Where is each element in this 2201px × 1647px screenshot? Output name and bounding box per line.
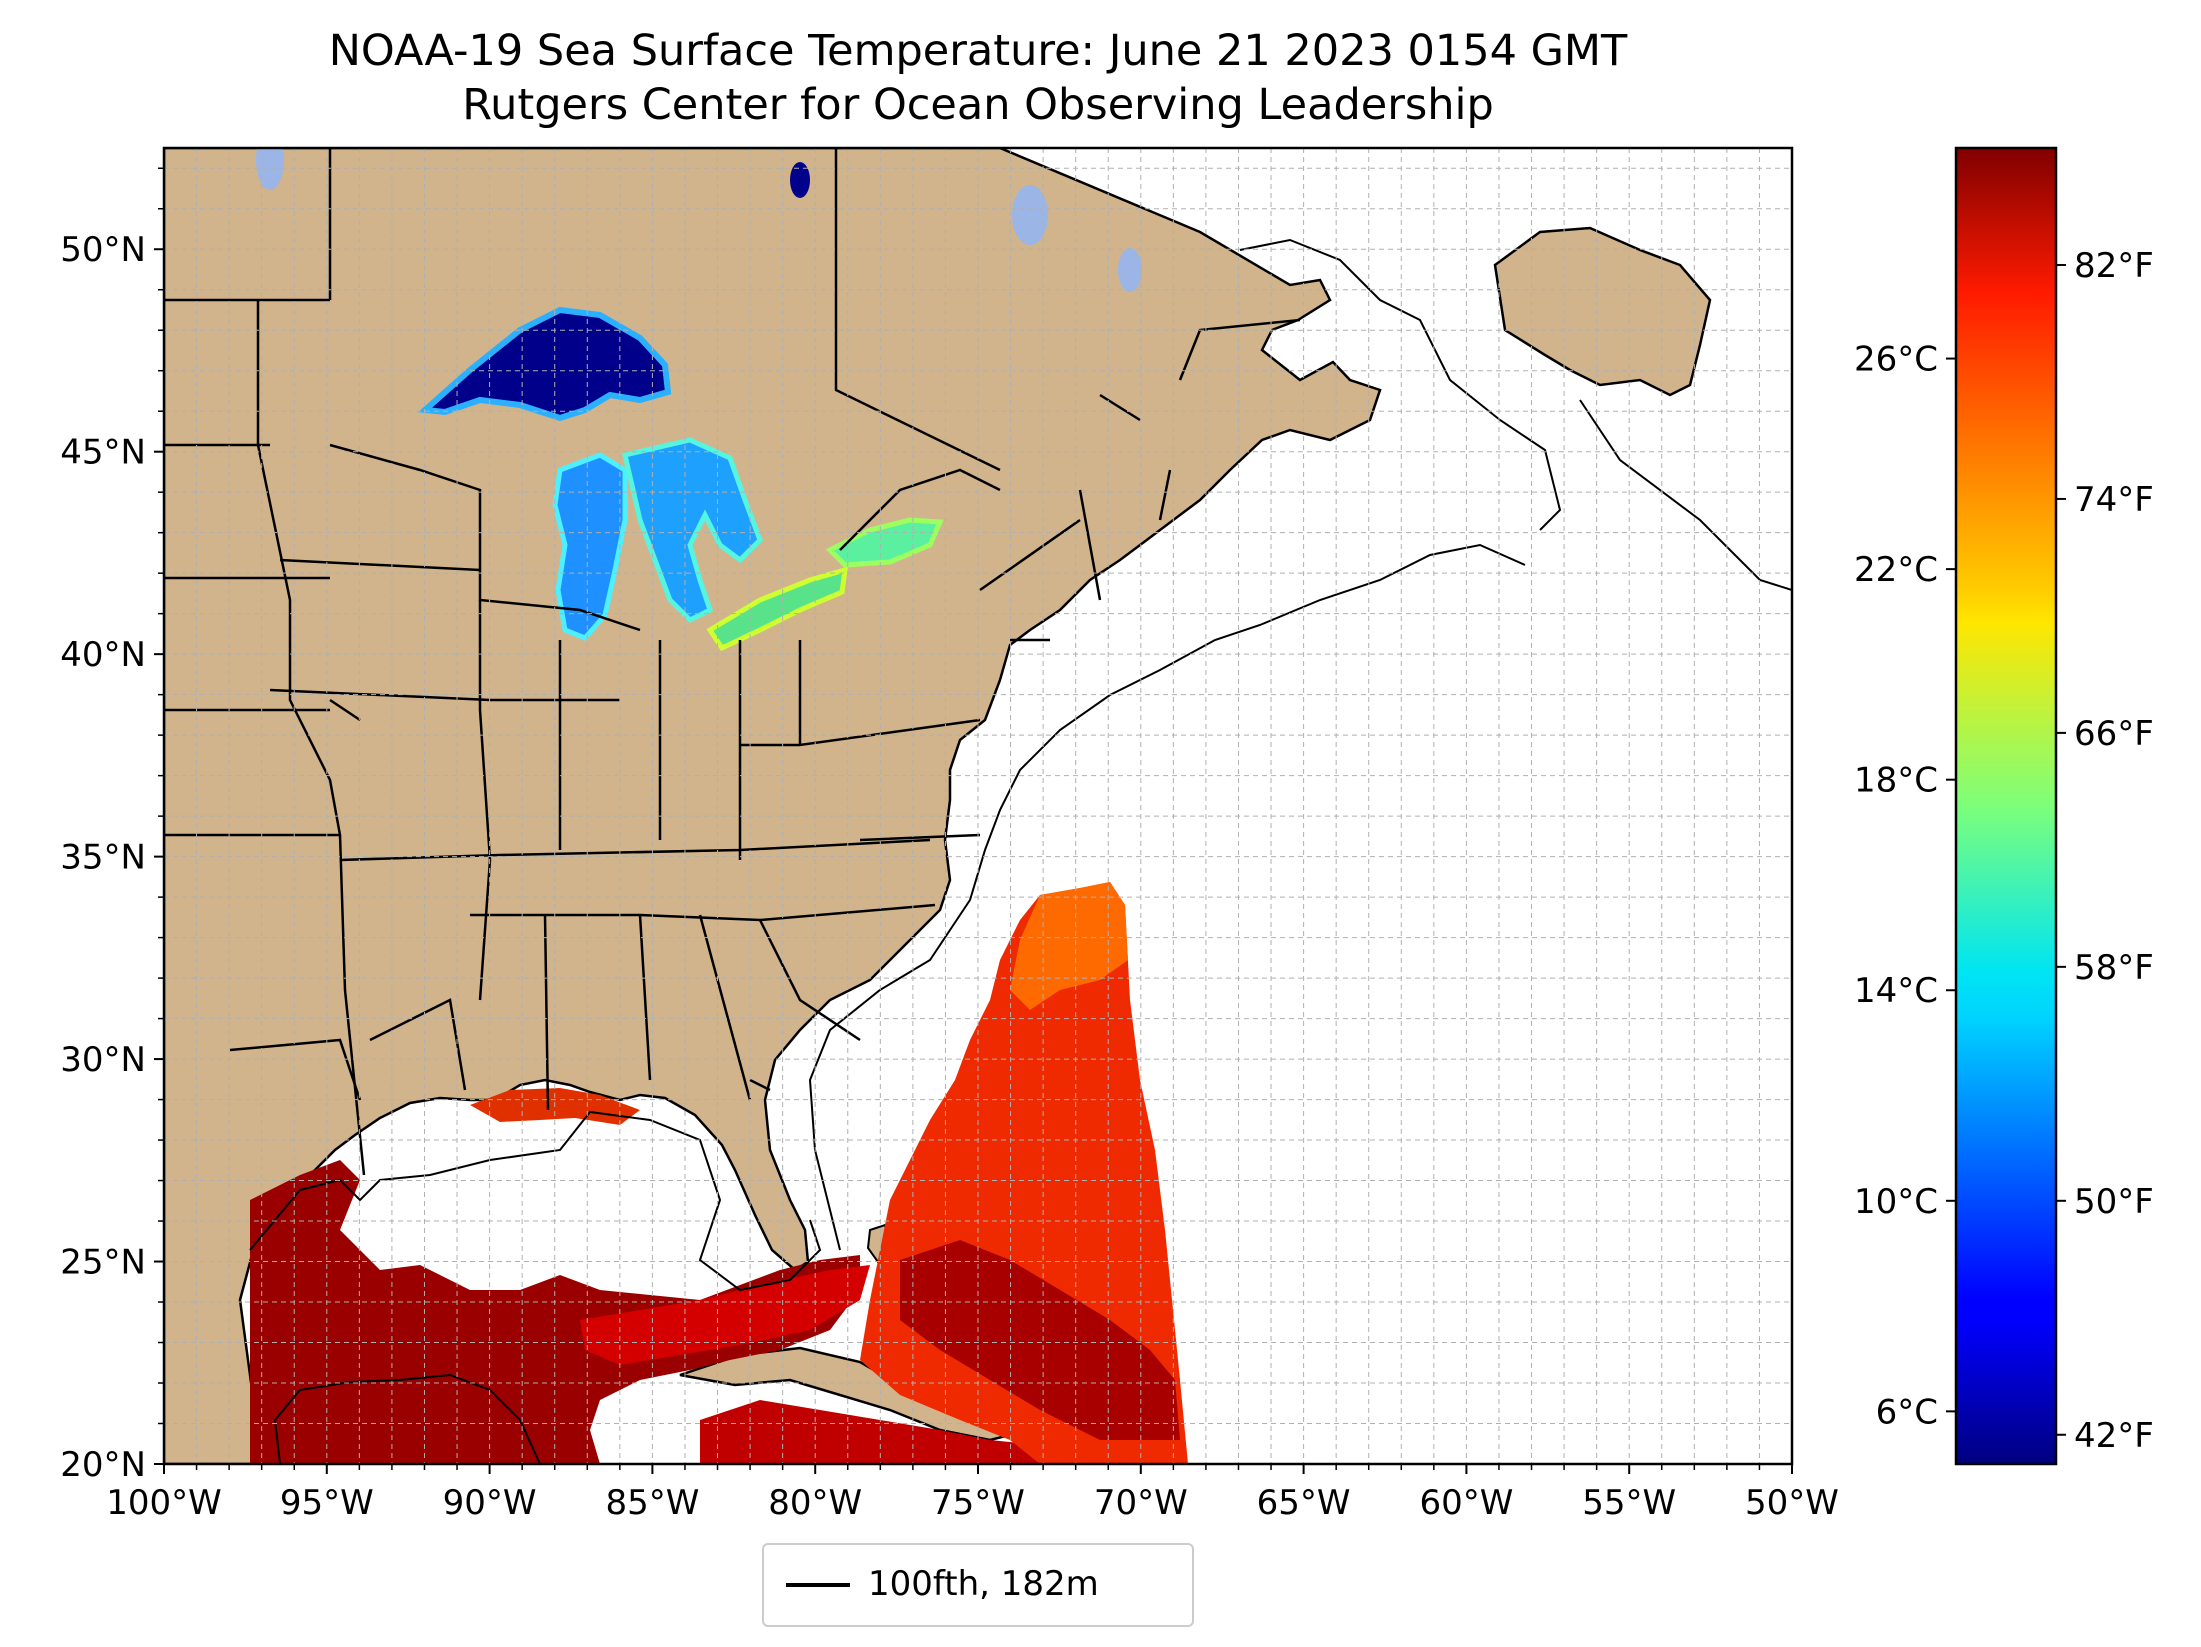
- celsius-tick-label: 10°C: [1854, 1182, 1938, 1222]
- lake-erie: [706, 566, 848, 652]
- fahrenheit-tick-label: 66°F: [2074, 714, 2154, 754]
- lon-tick-label: 55°W: [1582, 1483, 1676, 1523]
- lake-superior: [417, 306, 672, 422]
- state-boundaries: [164, 148, 1301, 1176]
- lake-huron: [622, 437, 763, 624]
- lat-tick-label: 45°N: [60, 433, 146, 473]
- gridlines: [164, 148, 1792, 1464]
- lon-tick-label: 60°W: [1419, 1483, 1513, 1523]
- lon-tick-label: 70°W: [1094, 1483, 1188, 1523]
- isobath-100fth: [808, 543, 1526, 1251]
- lat-tick-label: 25°N: [60, 1243, 146, 1283]
- inland-lake: [790, 162, 810, 198]
- celsius-tick-label: 6°C: [1876, 1392, 1938, 1432]
- lon-tick-label: 65°W: [1257, 1483, 1351, 1523]
- colorbar-ticks: 26°C 22°C 18°C 14°C 10°C 6°C 82°F 74°F 66°F 58°F 5…: [1854, 246, 2154, 1456]
- fahrenheit-tick-label: 50°F: [2074, 1182, 2154, 1222]
- legend: 100fth, 182m: [762, 1543, 1194, 1627]
- lon-tick-label: 95°W: [280, 1483, 374, 1523]
- lat-tick-label: 50°N: [60, 230, 146, 270]
- lake-ontario: [825, 517, 944, 568]
- sst-atlantic-dark: [900, 1240, 1180, 1440]
- fahrenheit-tick-label: 58°F: [2074, 948, 2154, 988]
- fahrenheit-tick-label: 74°F: [2074, 480, 2154, 520]
- isobath-100fth-gulf-south: [273, 1373, 541, 1464]
- lon-tick-label: 85°W: [605, 1483, 699, 1523]
- sst-caribbean: [700, 1400, 1080, 1464]
- celsius-tick-label: 14°C: [1854, 971, 1938, 1011]
- land-newfoundland: [1493, 226, 1712, 397]
- lon-tick-label: 50°W: [1745, 1483, 1839, 1523]
- celsius-tick-label: 22°C: [1854, 550, 1938, 590]
- lat-tick-label: 30°N: [60, 1040, 146, 1080]
- lake-michigan: [552, 452, 628, 641]
- lon-tick-label: 90°W: [443, 1483, 537, 1523]
- chart-title: NOAA-19 Sea Surface Temperature: June 21…: [328, 26, 1628, 76]
- isobath-100fth-gulf: [249, 1110, 822, 1292]
- chart-subtitle: Rutgers Center for Ocean Observing Leade…: [462, 80, 1494, 130]
- legend-line-swatch: [786, 1583, 850, 1587]
- isobath-100fth-north: [1239, 238, 1792, 591]
- lon-tick-label: 75°W: [931, 1483, 1025, 1523]
- inland-lake: [1118, 248, 1142, 292]
- lat-tick-label: 35°N: [60, 838, 146, 878]
- colorbar: [1954, 146, 2058, 1466]
- map-area: [164, 148, 1792, 1464]
- inland-lake: [1012, 185, 1048, 245]
- fahrenheit-tick-label: 82°F: [2074, 246, 2154, 286]
- lat-tick-label: 40°N: [60, 635, 146, 675]
- celsius-tick-label: 26°C: [1854, 340, 1938, 380]
- fahrenheit-tick-label: 42°F: [2074, 1416, 2154, 1456]
- celsius-tick-label: 18°C: [1854, 761, 1938, 801]
- lon-tick-label: 100°W: [106, 1483, 222, 1523]
- inland-lake: [256, 148, 284, 190]
- lon-tick-label: 80°W: [768, 1483, 862, 1523]
- legend-label: 100fth, 182m: [868, 1564, 1099, 1604]
- lat-tick-label: 20°N: [60, 1445, 146, 1485]
